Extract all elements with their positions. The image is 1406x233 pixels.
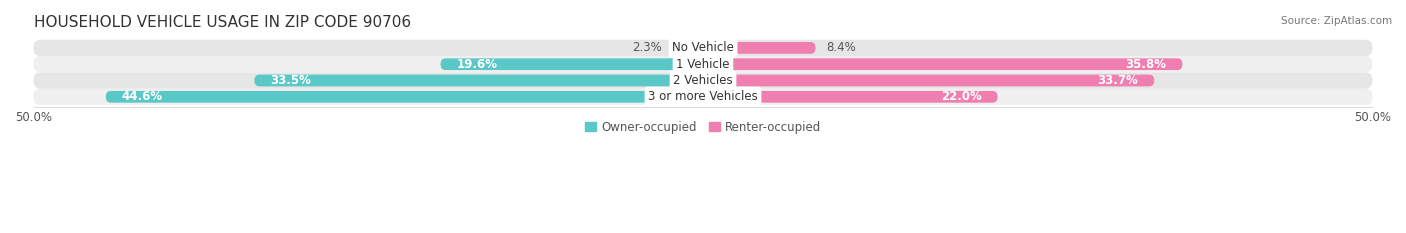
Text: 22.0%: 22.0% (941, 90, 981, 103)
Text: 44.6%: 44.6% (122, 90, 163, 103)
Text: Source: ZipAtlas.com: Source: ZipAtlas.com (1281, 16, 1392, 26)
FancyBboxPatch shape (105, 91, 703, 103)
FancyBboxPatch shape (34, 89, 1372, 105)
FancyBboxPatch shape (703, 75, 1154, 86)
Text: 33.5%: 33.5% (270, 74, 311, 87)
FancyBboxPatch shape (703, 91, 998, 103)
Text: No Vehicle: No Vehicle (672, 41, 734, 54)
FancyBboxPatch shape (254, 75, 703, 86)
FancyBboxPatch shape (34, 72, 1372, 89)
Text: HOUSEHOLD VEHICLE USAGE IN ZIP CODE 90706: HOUSEHOLD VEHICLE USAGE IN ZIP CODE 9070… (34, 15, 411, 30)
FancyBboxPatch shape (703, 42, 815, 54)
FancyBboxPatch shape (34, 56, 1372, 72)
FancyBboxPatch shape (440, 58, 703, 70)
Text: 33.7%: 33.7% (1098, 74, 1139, 87)
Text: 2 Vehicles: 2 Vehicles (673, 74, 733, 87)
Legend: Owner-occupied, Renter-occupied: Owner-occupied, Renter-occupied (579, 116, 827, 138)
FancyBboxPatch shape (672, 42, 703, 54)
Text: 8.4%: 8.4% (827, 41, 856, 54)
FancyBboxPatch shape (703, 58, 1182, 70)
FancyBboxPatch shape (34, 40, 1372, 56)
Text: 3 or more Vehicles: 3 or more Vehicles (648, 90, 758, 103)
Text: 1 Vehicle: 1 Vehicle (676, 58, 730, 71)
Text: 19.6%: 19.6% (457, 58, 498, 71)
Text: 2.3%: 2.3% (631, 41, 661, 54)
Text: 35.8%: 35.8% (1125, 58, 1167, 71)
